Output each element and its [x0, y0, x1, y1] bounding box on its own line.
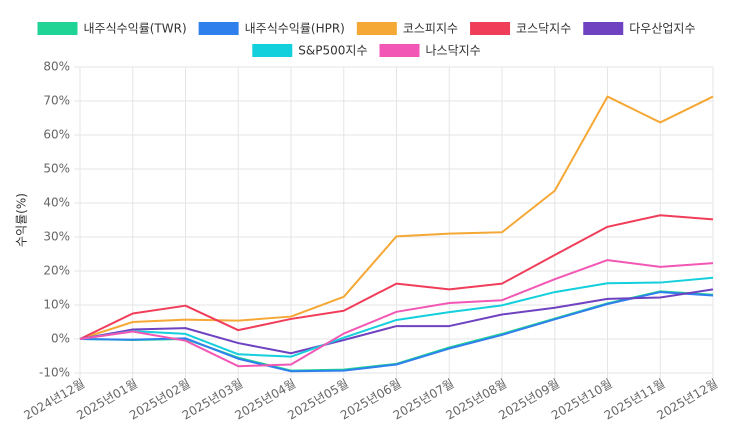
legend-item[interactable]: 내주식수익률(TWR) — [37, 22, 187, 36]
legend-label: 나스닥지수 — [426, 44, 481, 58]
legend-label: 내주식수익률(HPR) — [245, 22, 345, 36]
legend-label: 다우산업지수 — [629, 22, 695, 36]
legend-swatch — [198, 22, 239, 35]
y-tick-label: 0% — [51, 332, 70, 346]
y-tick-label: 50% — [43, 162, 70, 176]
legend-label: 내주식수익률(TWR) — [84, 22, 187, 36]
y-axis-label: 수익률(%) — [15, 193, 29, 247]
series-line — [79, 276, 714, 358]
series-line — [79, 288, 714, 355]
series-line — [79, 291, 714, 373]
series-line — [79, 259, 714, 368]
y-tick-label: 20% — [43, 264, 70, 278]
series-line — [79, 214, 714, 340]
legend-item[interactable]: 다우산업지수 — [583, 22, 696, 36]
legend-swatch — [37, 22, 78, 35]
legend-row: S&P500지수 나스닥지수 — [252, 44, 481, 58]
y-tick-label: -10% — [39, 366, 70, 380]
legend-item[interactable]: S&P500지수 — [252, 44, 368, 58]
y-tick-label: 80% — [43, 60, 70, 74]
legend-label: 코스피지수 — [403, 22, 458, 36]
y-tick-label: 30% — [43, 230, 70, 244]
legend-label: S&P500지수 — [298, 44, 367, 58]
legend-swatch — [379, 44, 420, 57]
y-tick-label: 70% — [43, 94, 70, 108]
legend-swatch — [470, 22, 511, 35]
legend-item[interactable]: 코스닥지수 — [470, 22, 571, 36]
y-tick-label: 60% — [43, 128, 70, 142]
series-line — [79, 95, 714, 340]
legend-swatch — [583, 22, 624, 35]
legend-swatch — [252, 44, 293, 57]
legend-swatch — [356, 22, 397, 35]
legend-item[interactable]: 내주식수익률(HPR) — [198, 22, 345, 36]
y-tick-label: 40% — [43, 196, 70, 210]
legend-item[interactable]: 나스닥지수 — [379, 44, 481, 58]
legend-row: 내주식수익률(TWR) 내주식수익률(HPR) 코스피지수 코스닥지수 다우산업지수 — [37, 22, 696, 36]
legend-label: 코스닥지수 — [516, 22, 571, 36]
legend-item[interactable]: 코스피지수 — [356, 22, 458, 36]
y-tick-label: 10% — [43, 298, 70, 312]
